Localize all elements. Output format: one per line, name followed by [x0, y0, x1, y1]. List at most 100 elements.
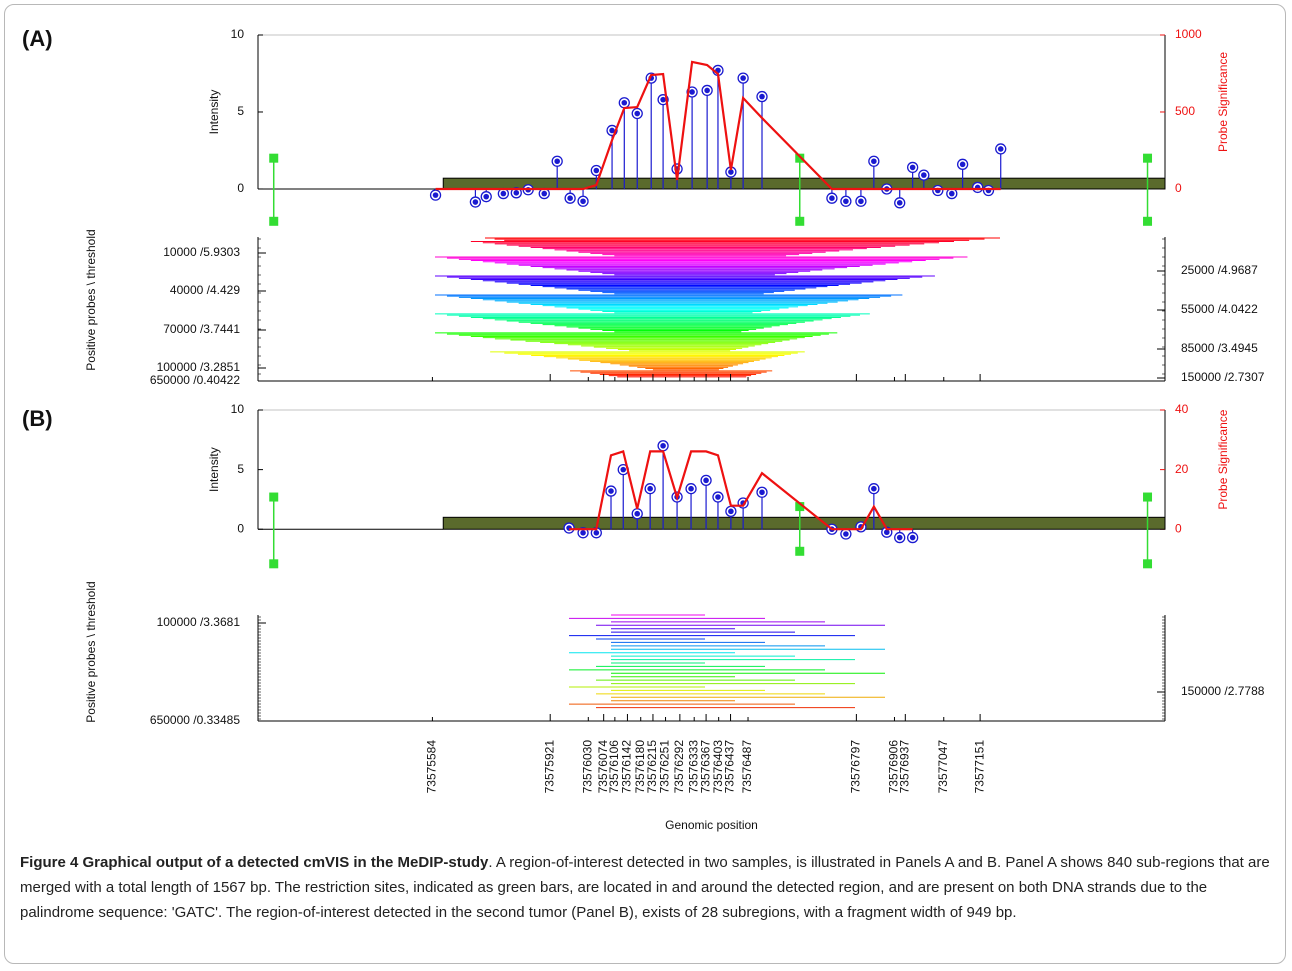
- region-bar: [442, 177, 1166, 190]
- probe-point-core: [728, 508, 734, 515]
- restriction-site-top: [1143, 153, 1153, 163]
- region-bar: [442, 516, 1166, 530]
- probe-point-core: [704, 87, 710, 94]
- probe-point-core: [500, 190, 507, 197]
- probe-point-core: [580, 530, 586, 536]
- y2-axis-label: Probe Significance: [1216, 409, 1230, 509]
- x-tick-label: 73576106: [607, 740, 621, 794]
- x-tick-label: 73576437: [723, 740, 737, 794]
- restriction-site-bottom: [1143, 559, 1153, 569]
- panel-label: (B): [22, 406, 53, 431]
- rows-axis-label: Positive probes \ threshold: [84, 581, 98, 722]
- y2-tick-label: 0: [1175, 181, 1182, 195]
- y-tick-label: 10: [231, 402, 245, 416]
- x-tick-label: 73576333: [686, 740, 700, 794]
- y-tick-label: 5: [237, 462, 244, 476]
- probe-point-core: [593, 530, 600, 536]
- figure-frame: [4, 4, 1286, 964]
- probe-point-core: [759, 93, 765, 100]
- x-tick-label: 73576403: [711, 740, 725, 794]
- threshold-label: 85000 /3.4945: [1181, 341, 1258, 355]
- x-tick-label: 73576251: [658, 740, 672, 794]
- panel-label: (A): [22, 26, 53, 51]
- threshold-label: 40000 /4.429: [170, 283, 240, 297]
- y-tick-label: 0: [237, 181, 244, 195]
- probe-point-core: [567, 195, 573, 202]
- threshold-label: 650000 /0.40422: [150, 373, 240, 387]
- probe-point-core: [647, 485, 653, 492]
- subregion-rows: [435, 237, 1000, 378]
- y2-tick-label: 20: [1175, 462, 1189, 476]
- probe-point-core: [689, 89, 695, 95]
- probe-point-core: [948, 190, 955, 197]
- probe-point-core: [883, 529, 890, 536]
- threshold-label: 650000 /0.33485: [150, 713, 240, 727]
- y-axis-label: Intensity: [207, 447, 221, 492]
- probe-point-core: [896, 534, 903, 541]
- probe-point-core: [759, 489, 765, 496]
- threshold-label: 70000 /3.7441: [163, 322, 240, 336]
- probe-point-core: [843, 531, 849, 537]
- y-tick-label: 10: [231, 27, 245, 41]
- restriction-site-top: [795, 153, 805, 163]
- y-axis-label: Intensity: [207, 90, 221, 135]
- x-tick-label: 73576797: [849, 740, 863, 794]
- x-tick-label: 73575921: [542, 740, 556, 794]
- y2-tick-label: 40: [1175, 402, 1189, 416]
- probe-point-core: [909, 164, 916, 171]
- restriction-site-bottom: [795, 216, 805, 226]
- caption-text: . A region-of-interest detected in two s…: [20, 854, 1270, 921]
- x-tick-label: 73577047: [936, 740, 950, 794]
- figure: (A) 0 5 10 0 500 1000 Intensity Probe Significan…: [22, 26, 1265, 832]
- threshold-label: 150000 /2.7307: [1181, 370, 1265, 384]
- probe-point-core: [703, 477, 709, 484]
- y2-tick-label: 500: [1175, 104, 1195, 118]
- x-tick-label: 73576292: [672, 740, 686, 794]
- probe-point-core: [740, 75, 746, 81]
- x-tick-label: 73576142: [620, 740, 634, 794]
- probe-point-core: [896, 200, 903, 206]
- probe-point-core: [593, 167, 600, 174]
- threshold-label: 55000 /4.0422: [1181, 302, 1258, 316]
- y2-axis-label: Probe Significance: [1216, 52, 1230, 152]
- probe-point-core: [483, 193, 490, 200]
- probe-point-core: [829, 195, 835, 202]
- probe-point-core: [609, 127, 615, 134]
- y2-tick-label: 1000: [1175, 27, 1202, 41]
- x-tick-label: 73576487: [740, 740, 754, 794]
- probe-point-core: [634, 510, 641, 517]
- probe-point-core: [997, 146, 1004, 152]
- threshold-label: 10000 /5.9303: [163, 245, 240, 259]
- probe-point-core: [660, 96, 666, 103]
- threshold-label: 25000 /4.9687: [1181, 263, 1258, 277]
- restriction-site-bottom: [1143, 216, 1153, 226]
- probe-point-core: [621, 99, 628, 106]
- significance-line: [569, 449, 913, 531]
- y-tick-label: 5: [237, 104, 244, 118]
- probe-point-core: [554, 158, 560, 165]
- probe-point-core: [715, 494, 721, 500]
- threshold-label: 100000 /3.3681: [157, 615, 241, 629]
- subregion-rows: [569, 614, 885, 709]
- probe-point-core: [432, 192, 439, 198]
- caption: Figure 4 Graphical output of a detected …: [20, 850, 1278, 925]
- x-tick-label: 73576937: [897, 740, 911, 794]
- restriction-site-bottom: [269, 559, 279, 569]
- x-tick-label: 73576215: [645, 740, 659, 794]
- probe-point-core: [608, 488, 614, 494]
- probe-point-core: [580, 198, 586, 205]
- x-tick-label: 73576074: [596, 740, 610, 794]
- y2-tick-label: 0: [1175, 521, 1182, 535]
- probe-point-core: [921, 172, 927, 178]
- probe-point-core: [513, 190, 520, 196]
- probe-point-core: [728, 169, 734, 175]
- x-tick-label: 73576180: [633, 740, 647, 794]
- caption-title: Figure 4 Graphical output of a detected …: [20, 854, 489, 871]
- rows-axis-label: Positive probes \ threshold: [84, 229, 98, 370]
- restriction-site-top: [795, 502, 805, 512]
- probe-point-core: [871, 485, 877, 492]
- threshold-label: 100000 /3.2851: [157, 360, 241, 374]
- restriction-site-bottom: [269, 216, 279, 226]
- probe-point-core: [472, 199, 479, 205]
- probe-point-core: [634, 110, 641, 117]
